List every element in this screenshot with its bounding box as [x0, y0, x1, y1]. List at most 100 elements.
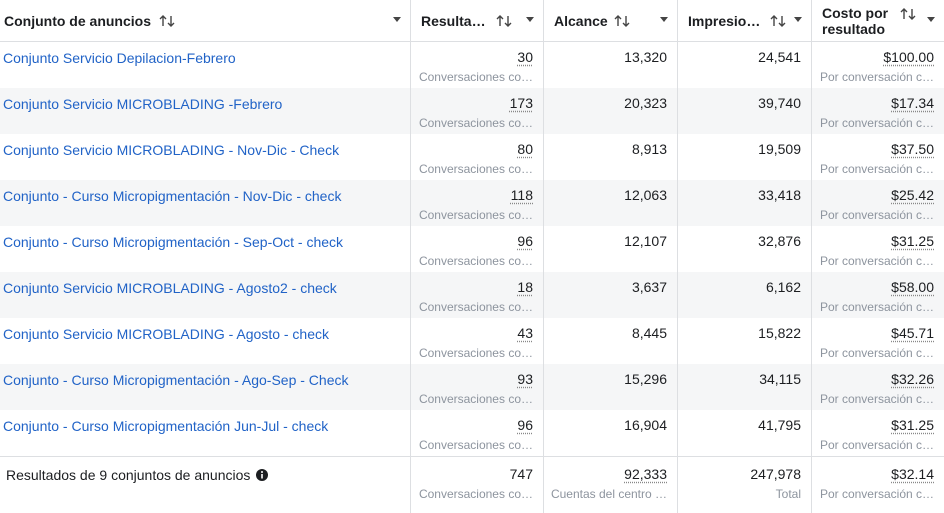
cost-cell: $100.00 Por conversación c…	[811, 42, 944, 88]
results-cell: 93 Conversaciones co…	[410, 364, 543, 410]
header-row: Conjunto de anuncios Resulta… Alcance Im…	[0, 0, 944, 42]
table-row: Conjunto - Curso Micropigmentación - Ago…	[0, 364, 944, 410]
header-label: Alcance	[554, 12, 608, 29]
sort-icon	[614, 14, 630, 27]
info-icon[interactable]	[255, 468, 269, 482]
cost-value: $58.00	[891, 279, 934, 295]
reach-value: 3,637	[631, 279, 667, 295]
results-cell: 96 Conversaciones co…	[410, 410, 543, 456]
cost-sub: Por conversación c…	[819, 438, 934, 452]
results-cell: 18 Conversaciones co…	[410, 272, 543, 318]
reach-cell: 12,063	[543, 180, 677, 226]
results-value: 96	[517, 233, 533, 249]
reach-cell: 15,296	[543, 364, 677, 410]
cost-value: $31.25	[891, 233, 934, 249]
header-label: Costo por resultado	[822, 4, 889, 37]
impressions-cell: 33,418	[677, 180, 811, 226]
results-value: 30	[517, 49, 533, 65]
cost-sub: Por conversación c…	[819, 208, 934, 222]
reach-cell: 20,323	[543, 88, 677, 134]
reach-value: 12,063	[624, 187, 667, 203]
ad-set-link[interactable]: Conjunto Servicio MICROBLADING - Agosto …	[3, 326, 330, 342]
impressions-cell: 39,740	[677, 88, 811, 134]
results-cell: 118 Conversaciones co…	[410, 180, 543, 226]
reach-value: 8,913	[631, 141, 667, 157]
table-row: Conjunto Servicio MICROBLADING -Febrero 1…	[0, 88, 944, 134]
impressions-value: 39,740	[758, 95, 801, 111]
impressions-cell: 19,509	[677, 134, 811, 180]
cost-cell: $58.00 Por conversación c…	[811, 272, 944, 318]
results-sub: Conversaciones co…	[418, 162, 533, 176]
impressions-value: 19,509	[758, 141, 801, 157]
header-cell[interactable]: Alcance	[543, 0, 677, 41]
header-label: Conjunto de anuncios	[4, 12, 151, 29]
name-cell: Conjunto - Curso Micropigmentación - Nov…	[0, 180, 410, 226]
cost-cell: $37.50 Por conversación c…	[811, 134, 944, 180]
impressions-cell: 32,876	[677, 226, 811, 272]
cost-value: $32.26	[891, 371, 934, 387]
reach-value: 16,904	[624, 417, 667, 433]
sort-icon	[496, 14, 512, 27]
dropdown-icon	[660, 17, 668, 22]
cost-value: $100.00	[883, 49, 934, 65]
ad-set-link[interactable]: Conjunto - Curso Micropigmentación Jun-J…	[3, 418, 329, 434]
footer-sub: Total	[775, 487, 801, 501]
cost-cell: $45.71 Por conversación c…	[811, 318, 944, 364]
name-cell: Conjunto - Curso Micropigmentación - Sep…	[0, 226, 410, 272]
cost-sub: Por conversación c…	[819, 254, 934, 268]
cost-value: $37.50	[891, 141, 934, 157]
ad-set-link[interactable]: Conjunto - Curso Micropigmentación - Nov…	[3, 188, 342, 204]
impressions-value: 24,541	[758, 49, 801, 65]
ad-set-link[interactable]: Conjunto Servicio Depilacion-Febrero	[3, 50, 236, 66]
reach-value: 13,320	[624, 49, 667, 65]
reach-value: 15,296	[624, 371, 667, 387]
cost-value: $17.34	[891, 95, 934, 111]
ad-set-link[interactable]: Conjunto - Curso Micropigmentación - Ago…	[3, 372, 349, 388]
name-cell: Conjunto Servicio MICROBLADING - Agosto …	[0, 318, 410, 364]
cost-value: $45.71	[891, 325, 934, 341]
table-row: Conjunto Servicio MICROBLADING - Agosto …	[0, 318, 944, 364]
reach-cell: 13,320	[543, 42, 677, 88]
sort-icon	[900, 7, 916, 20]
footer-cell: 747 Conversaciones co…	[410, 457, 543, 513]
footer-label-wrap: Resultados de 9 conjuntos de anuncios	[6, 467, 269, 483]
ad-set-link[interactable]: Conjunto Servicio MICROBLADING - Agosto2…	[3, 280, 337, 296]
ad-set-link[interactable]: Conjunto Servicio MICROBLADING - Nov-Dic…	[3, 142, 340, 158]
name-cell: Conjunto - Curso Micropigmentación Jun-J…	[0, 410, 410, 456]
results-cell: 30 Conversaciones co…	[410, 42, 543, 88]
ad-set-link[interactable]: Conjunto - Curso Micropigmentación - Sep…	[3, 234, 344, 250]
dropdown-icon	[393, 17, 401, 22]
header-cell[interactable]: Costo por resultado	[811, 0, 944, 41]
name-cell: Conjunto Servicio MICROBLADING - Agosto2…	[0, 272, 410, 318]
header-cell[interactable]: Conjunto de anuncios	[0, 0, 410, 41]
header-cell[interactable]: Resulta…	[410, 0, 543, 41]
impressions-value: 33,418	[758, 187, 801, 203]
results-sub: Conversaciones co…	[418, 70, 533, 84]
name-cell: Conjunto - Curso Micropigmentación - Ago…	[0, 364, 410, 410]
table-row: Conjunto Servicio MICROBLADING - Nov-Dic…	[0, 134, 944, 180]
reach-cell: 8,445	[543, 318, 677, 364]
ad-set-link[interactable]: Conjunto Servicio MICROBLADING -Febrero	[3, 96, 283, 112]
name-cell: Conjunto Servicio MICROBLADING - Nov-Dic…	[0, 134, 410, 180]
reach-value: 12,107	[624, 233, 667, 249]
sort-icon	[770, 14, 786, 27]
reach-cell: 12,107	[543, 226, 677, 272]
footer-cell: 92,333 Cuentas del centro …	[543, 457, 677, 513]
cost-sub: Por conversación c…	[819, 70, 934, 84]
sort-icon	[159, 14, 175, 27]
dropdown-icon	[927, 17, 935, 22]
cost-sub: Por conversación c…	[819, 116, 934, 130]
cost-sub: Por conversación c…	[819, 392, 934, 406]
header-label: Resulta…	[421, 12, 486, 29]
results-value: 173	[509, 95, 533, 111]
cost-sub: Por conversación c…	[819, 300, 934, 314]
results-sub: Conversaciones co…	[418, 116, 533, 130]
results-sub: Conversaciones co…	[418, 438, 533, 452]
header-cell[interactable]: Impresio…	[677, 0, 811, 41]
footer-value: 92,333	[624, 466, 667, 482]
results-value: 80	[517, 141, 533, 157]
results-value: 43	[517, 325, 533, 341]
dropdown-icon	[526, 17, 534, 22]
name-cell: Conjunto Servicio Depilacion-Febrero	[0, 42, 410, 88]
